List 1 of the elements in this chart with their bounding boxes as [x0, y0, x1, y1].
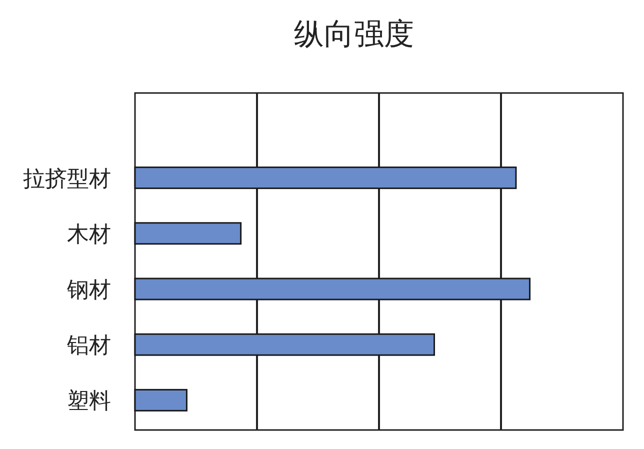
title: 纵向强度 [294, 18, 414, 51]
